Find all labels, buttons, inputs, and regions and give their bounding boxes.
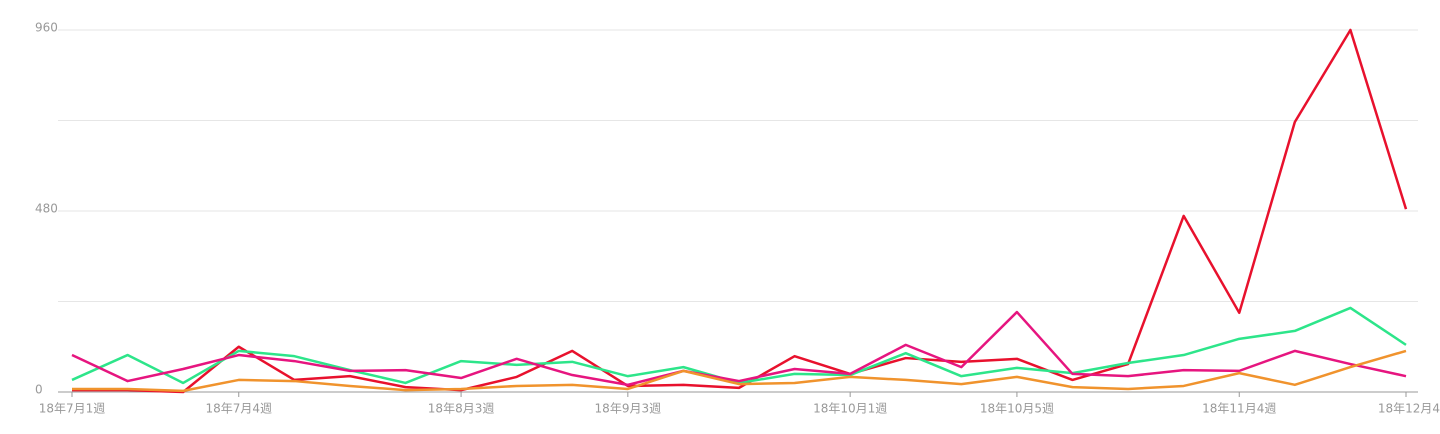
x-tick-label: 18年10月5週 bbox=[980, 402, 1054, 416]
x-tick-label: 18年7月4週 bbox=[205, 402, 272, 416]
y-tick-label: 480 bbox=[35, 202, 58, 216]
series-line bbox=[71, 310, 1407, 387]
series-line bbox=[72, 349, 1407, 393]
x-tick-label: 18年10月1週 bbox=[813, 402, 887, 416]
x-tick-label: 18年8月3週 bbox=[428, 402, 495, 416]
x-tick-label: 18年11月4週 bbox=[1202, 402, 1276, 416]
x-tick-label: 18年9月3週 bbox=[595, 402, 662, 416]
x-tick-label: 18年7月1週 bbox=[39, 402, 106, 416]
series-line bbox=[71, 306, 1407, 385]
y-tick-label: 960 bbox=[35, 21, 58, 35]
y-tick-label: 0 bbox=[35, 383, 43, 397]
x-tick-label: 18年12月4 bbox=[1378, 402, 1440, 416]
